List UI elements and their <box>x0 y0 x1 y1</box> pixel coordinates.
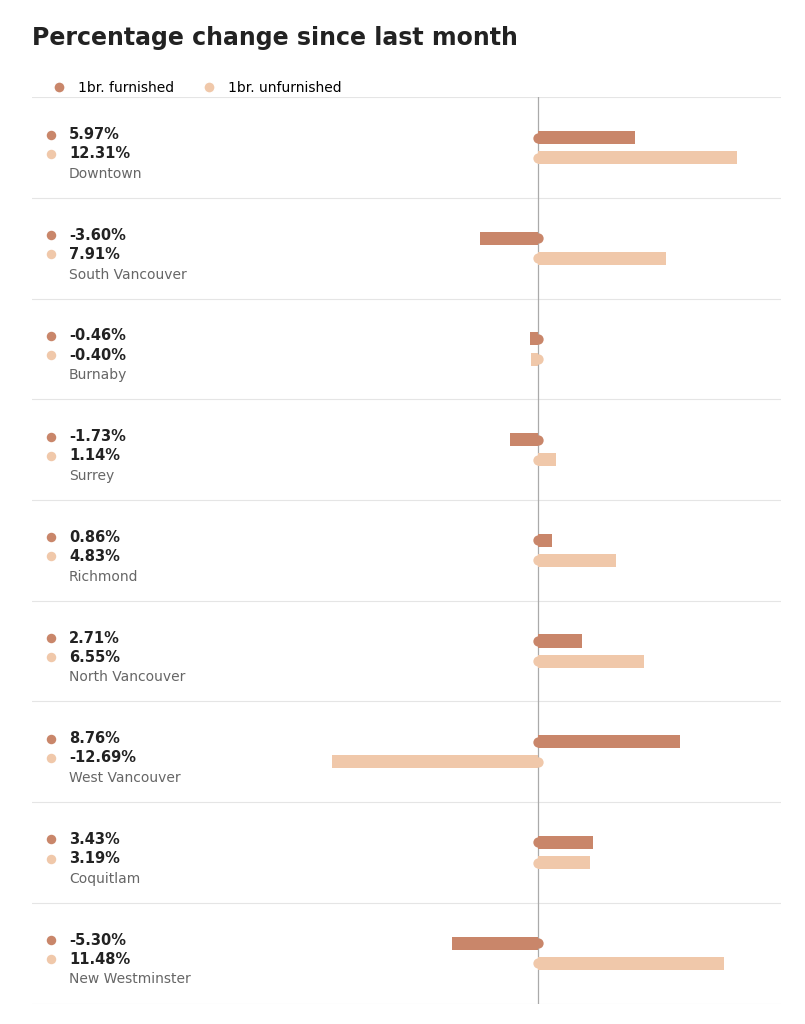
Bar <box>538 252 666 265</box>
Point <box>531 633 544 649</box>
Text: 0.86%: 0.86% <box>69 529 120 545</box>
Point <box>531 854 544 870</box>
Text: -3.60%: -3.60% <box>69 227 126 243</box>
Text: South Vancouver: South Vancouver <box>69 267 187 282</box>
Text: -0.40%: -0.40% <box>69 347 126 362</box>
Text: Downtown: Downtown <box>69 167 142 181</box>
Point <box>531 351 544 368</box>
Point <box>531 955 544 972</box>
Text: Percentage change since last month: Percentage change since last month <box>32 26 518 49</box>
Point <box>44 347 57 364</box>
Text: -1.73%: -1.73% <box>69 429 126 444</box>
Point <box>44 428 57 444</box>
Point <box>44 850 57 866</box>
Point <box>531 431 544 447</box>
Point <box>531 532 544 549</box>
Text: -0.46%: -0.46% <box>69 329 126 343</box>
Bar <box>538 635 582 647</box>
Point <box>44 328 57 344</box>
Bar <box>538 454 556 466</box>
Point <box>531 250 544 266</box>
Text: 5.97%: 5.97% <box>69 127 120 142</box>
Bar <box>510 433 538 446</box>
Text: -12.69%: -12.69% <box>69 751 136 765</box>
Point <box>44 932 57 948</box>
Bar <box>538 152 737 164</box>
Bar <box>538 735 679 749</box>
Point <box>531 230 544 247</box>
Point <box>531 835 544 851</box>
Point <box>531 150 544 166</box>
Text: New Westminster: New Westminster <box>69 973 191 986</box>
Text: Richmond: Richmond <box>69 569 138 584</box>
Point <box>531 552 544 568</box>
Text: North Vancouver: North Vancouver <box>69 671 185 684</box>
Point <box>44 951 57 968</box>
Text: 11.48%: 11.48% <box>69 951 130 967</box>
Text: 6.55%: 6.55% <box>69 649 120 665</box>
Point <box>531 653 544 670</box>
Point <box>44 447 57 464</box>
Text: Burnaby: Burnaby <box>69 369 127 382</box>
Text: 1.14%: 1.14% <box>69 449 120 463</box>
Point <box>44 145 57 162</box>
Text: West Vancouver: West Vancouver <box>69 771 180 785</box>
Legend: 1br. furnished, 1br. unfurnished: 1br. furnished, 1br. unfurnished <box>39 76 348 100</box>
Point <box>44 630 57 646</box>
Bar <box>538 131 634 144</box>
Bar <box>531 352 538 366</box>
Bar <box>332 756 538 768</box>
Point <box>44 730 57 746</box>
Point <box>531 754 544 770</box>
Bar <box>530 333 538 345</box>
Bar <box>538 856 589 869</box>
Point <box>531 331 544 347</box>
Point <box>44 246 57 262</box>
Point <box>531 129 544 145</box>
Point <box>44 750 57 766</box>
Text: Surrey: Surrey <box>69 469 114 483</box>
Bar <box>538 554 616 567</box>
Text: -5.30%: -5.30% <box>69 933 126 947</box>
Point <box>44 649 57 666</box>
Point <box>44 529 57 546</box>
Bar <box>538 534 551 547</box>
Point <box>44 126 57 142</box>
Bar <box>452 937 538 949</box>
Text: 2.71%: 2.71% <box>69 631 120 645</box>
Bar <box>538 836 593 849</box>
Point <box>531 935 544 951</box>
Text: 7.91%: 7.91% <box>69 247 120 262</box>
Point <box>44 548 57 564</box>
Text: 4.83%: 4.83% <box>69 549 120 564</box>
Point <box>531 733 544 750</box>
Text: 12.31%: 12.31% <box>69 146 130 161</box>
Point <box>531 452 544 468</box>
Bar <box>538 654 644 668</box>
Text: Coquitlam: Coquitlam <box>69 871 140 886</box>
Text: 3.19%: 3.19% <box>69 851 120 866</box>
Bar <box>480 231 538 245</box>
Text: 8.76%: 8.76% <box>69 731 120 746</box>
Bar <box>538 956 724 970</box>
Text: 3.43%: 3.43% <box>69 831 120 847</box>
Point <box>44 227 57 244</box>
Point <box>44 831 57 848</box>
